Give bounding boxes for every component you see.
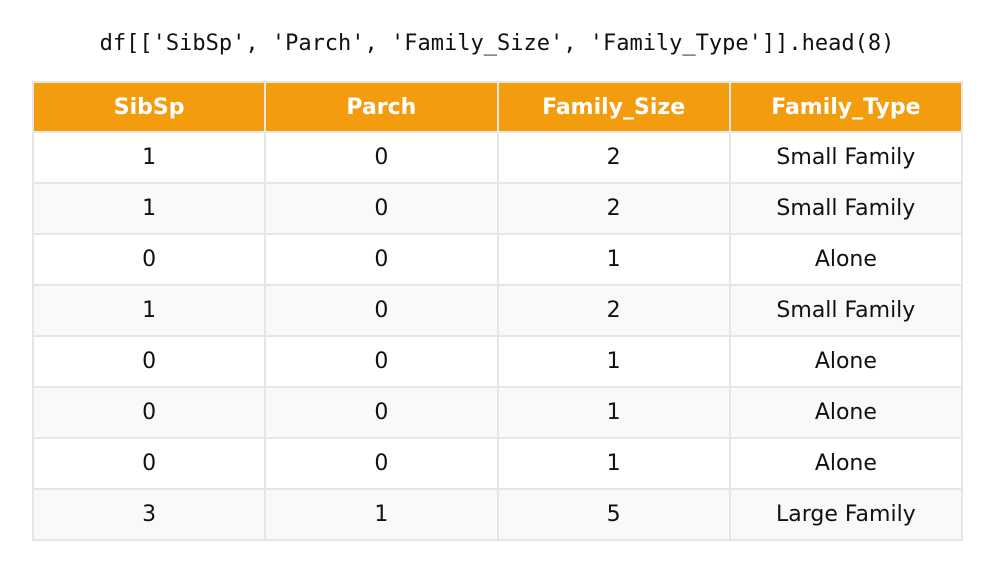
column-header: Parch — [264, 81, 499, 133]
table-row: 0 0 1 Alone — [31, 386, 964, 439]
table-cell: 1 — [31, 131, 267, 184]
table-cell: Alone — [728, 437, 964, 490]
table-row: 1 0 2 Small Family — [31, 284, 964, 337]
table-cell: Small Family — [728, 131, 964, 184]
table-header: SibSp Parch Family_Size Family_Type — [31, 81, 964, 133]
table-cell: 1 — [264, 488, 499, 541]
table-cell: 3 — [31, 488, 267, 541]
table-cell: Alone — [728, 335, 964, 388]
table-cell: 0 — [31, 233, 267, 286]
table-cell: 0 — [31, 437, 267, 490]
table-cell: 0 — [264, 386, 499, 439]
table-cell: 1 — [496, 233, 731, 286]
table-cell: 5 — [496, 488, 731, 541]
data-table: SibSp Parch Family_Size Family_Type 1 0 2 Smal… — [31, 81, 964, 541]
table-cell: 2 — [496, 131, 731, 184]
table-cell: 1 — [496, 335, 731, 388]
code-caption: df[['SibSp', 'Parch', 'Family_Size', 'Fa… — [99, 31, 895, 56]
table-cell: 2 — [496, 284, 731, 337]
table-cell: 2 — [496, 182, 731, 235]
column-header: SibSp — [31, 81, 267, 133]
table-cell: Alone — [728, 386, 964, 439]
column-header: Family_Size — [496, 81, 731, 133]
table-cell: 1 — [31, 284, 267, 337]
table-cell: 1 — [496, 386, 731, 439]
table-cell: 0 — [264, 131, 499, 184]
table-cell: 0 — [264, 335, 499, 388]
table-row: 1 0 2 Small Family — [31, 182, 964, 235]
table-cell: 1 — [496, 437, 731, 490]
table-row: 0 0 1 Alone — [31, 233, 964, 286]
table-cell: Small Family — [728, 284, 964, 337]
table-cell: Alone — [728, 233, 964, 286]
table-cell: 0 — [264, 233, 499, 286]
table-cell: 0 — [264, 182, 499, 235]
table-row: 0 0 1 Alone — [31, 335, 964, 388]
table-cell: 0 — [264, 437, 499, 490]
table-cell: 0 — [31, 386, 267, 439]
table-row: 3 1 5 Large Family — [31, 488, 964, 541]
table-cell: 1 — [31, 182, 267, 235]
table-cell: 0 — [31, 335, 267, 388]
header-row: SibSp Parch Family_Size Family_Type — [31, 81, 964, 133]
table-cell: Small Family — [728, 182, 964, 235]
table-row: 0 0 1 Alone — [31, 437, 964, 490]
column-header: Family_Type — [728, 81, 964, 133]
table-row: 1 0 2 Small Family — [31, 131, 964, 184]
table-cell: Large Family — [728, 488, 964, 541]
table-cell: 0 — [264, 284, 499, 337]
table-body: 1 0 2 Small Family 1 0 2 Small Family 0 0 1 Alone 1 0… — [31, 131, 964, 541]
